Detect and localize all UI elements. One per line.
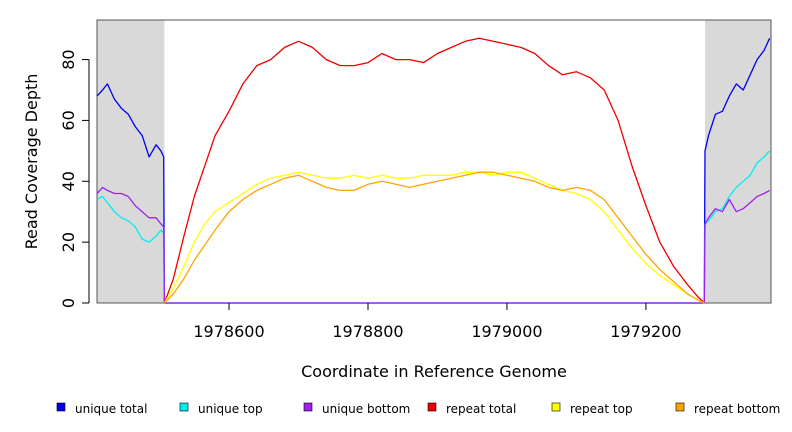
y-tick-label: 20 [59,232,78,252]
legend-item: unique bottom [303,402,410,416]
series-lines [96,37,771,304]
legend-label: unique top [198,402,263,416]
y-axis-title: Read Coverage Depth [22,74,41,250]
shaded-region [704,20,771,303]
y-tick-label: 60 [59,110,78,130]
x-tick-label: 1978600 [193,322,264,341]
y-tick-label: 0 [59,298,78,308]
series-line-unique-total [96,38,771,304]
series-line-repeat-top [163,171,705,304]
series-line-repeat-total [163,37,705,304]
x-tick-label: 1979200 [610,322,681,341]
shaded-region [97,20,165,303]
x-axis-title: Coordinate in Reference Genome [301,362,567,381]
legend-label: repeat top [570,402,633,416]
legend: unique total unique top unique bottom repea… [56,402,780,416]
series-line-repeat-bottom [163,171,705,304]
axes: 1978600 1978800 1979000 1979200 0 20 40 60 80 [59,49,682,341]
legend-label: repeat total [446,402,516,416]
legend-item: repeat bottom [675,402,780,416]
y-tick-label: 80 [59,49,78,69]
x-tick-label: 1978800 [332,322,403,341]
legend-swatch [551,402,561,412]
legend-item: repeat total [427,402,516,416]
y-tick-label: 40 [59,171,78,191]
legend-item: repeat top [551,402,633,416]
series-line-unique-bottom [96,186,770,304]
x-tick-label: 1979000 [471,322,542,341]
legend-swatch [427,402,437,412]
legend-label: repeat bottom [694,402,780,416]
legend-item: unique total [56,402,147,416]
legend-label: unique bottom [322,402,410,416]
legend-item: unique top [179,402,263,416]
legend-swatch [303,402,313,412]
legend-swatch [56,402,66,412]
legend-swatch [675,402,685,412]
legend-swatch [179,402,189,412]
legend-label: unique total [75,402,147,416]
series-line-unique-top [96,150,771,304]
shaded-regions [97,20,771,303]
